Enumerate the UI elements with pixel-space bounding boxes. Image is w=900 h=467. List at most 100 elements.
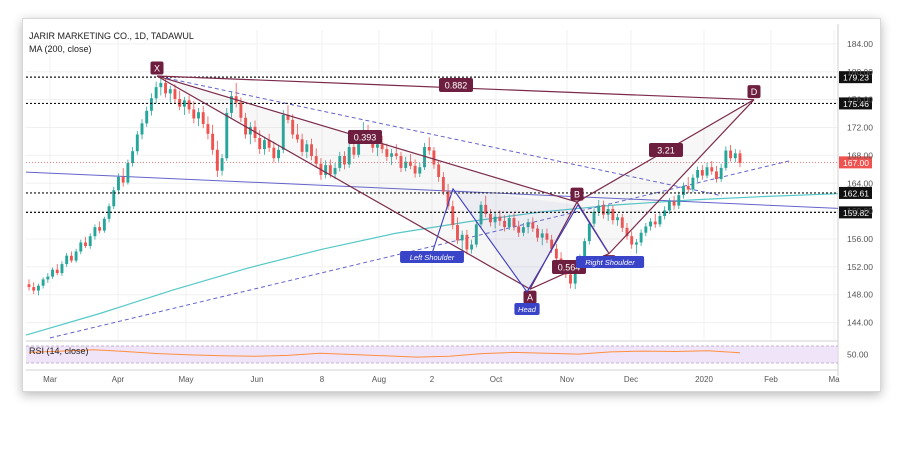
candle xyxy=(295,124,299,143)
candle xyxy=(291,114,295,139)
candle-body xyxy=(474,224,478,245)
candle xyxy=(46,273,50,283)
candle-body xyxy=(597,205,601,212)
candle-body xyxy=(432,150,436,165)
candle-body xyxy=(36,285,40,291)
candle-body xyxy=(456,225,459,241)
candle-body xyxy=(220,158,224,171)
candle-body xyxy=(569,274,572,284)
current-price-text: 167.00 xyxy=(843,158,869,168)
candle-body xyxy=(644,226,648,233)
candle-body xyxy=(423,147,426,168)
candle-body xyxy=(324,165,328,175)
candle-body xyxy=(602,205,605,215)
level-tag xyxy=(839,71,872,84)
candle xyxy=(32,282,36,295)
x-tick-label: Ma xyxy=(828,375,840,384)
candle xyxy=(672,195,676,210)
candle-body xyxy=(131,151,135,164)
candle xyxy=(620,213,624,233)
candle-body xyxy=(724,150,728,168)
x-tick-label: Feb xyxy=(764,375,778,384)
candle-body xyxy=(418,167,422,174)
candle-body xyxy=(719,167,723,180)
trendline-dashed-support xyxy=(49,159,793,339)
candle xyxy=(611,205,615,225)
candle xyxy=(380,135,384,154)
candle-body xyxy=(46,276,50,280)
candle-body xyxy=(715,171,718,180)
candle xyxy=(187,95,191,114)
candle-body xyxy=(385,149,389,157)
chart-legend: JARIR MARKETING CO., 1D, TADAWUL MA (200… xyxy=(29,30,194,56)
candle-body xyxy=(258,137,262,150)
candle-body xyxy=(121,176,125,183)
candle xyxy=(677,191,681,210)
candle xyxy=(658,212,662,228)
candle xyxy=(93,224,97,240)
pattern-point-label: B xyxy=(574,190,580,200)
hs-label-text: Head xyxy=(518,305,537,314)
candle-body xyxy=(733,153,737,159)
candle-body xyxy=(705,167,709,176)
candle xyxy=(724,146,728,171)
y-tick-label: 168.00 xyxy=(847,150,873,160)
rsi-line xyxy=(28,349,741,358)
candle xyxy=(248,121,252,145)
hs-label-box xyxy=(400,251,464,263)
candle-body xyxy=(286,114,290,120)
candle xyxy=(682,182,685,199)
ratio-label-text: 0.882 xyxy=(445,81,468,91)
candle-body xyxy=(357,135,361,155)
pattern-point-marker xyxy=(150,61,164,75)
candle xyxy=(192,101,196,124)
candle-body xyxy=(587,223,591,242)
candle-body xyxy=(215,149,219,171)
ratio-label-text: 0.564 xyxy=(558,263,581,273)
candle-body xyxy=(310,144,313,157)
candle xyxy=(512,213,516,231)
candle-body xyxy=(488,213,492,223)
candle xyxy=(154,81,158,104)
head-shoulders-outline xyxy=(431,187,608,293)
candle-body xyxy=(117,176,120,191)
candle-body xyxy=(187,100,191,110)
candle xyxy=(493,213,497,229)
candle xyxy=(653,213,657,228)
candle xyxy=(602,200,605,219)
candle-body xyxy=(352,147,356,155)
candle-body xyxy=(328,165,332,175)
candle-body xyxy=(625,227,629,237)
candle xyxy=(479,201,483,228)
candle xyxy=(719,163,723,182)
candle-body xyxy=(672,201,676,206)
candle-body xyxy=(620,217,624,228)
head-shoulders-pattern: Left Shoulder Head Right Shoulder xyxy=(400,187,645,315)
candle-body xyxy=(536,228,539,238)
candle-body xyxy=(41,279,45,286)
hs-label-text: Left Shoulder xyxy=(410,253,455,262)
candle-body xyxy=(281,114,285,150)
candle xyxy=(531,217,535,233)
head-shoulders-fill xyxy=(453,188,578,292)
candle xyxy=(517,220,521,237)
candle xyxy=(625,222,629,240)
hs-label-text: Right Shoulder xyxy=(585,258,635,267)
candle-body xyxy=(291,119,295,135)
pattern-point-marker xyxy=(570,187,584,201)
candle-body xyxy=(173,89,177,99)
ratio-label-text: 0.393 xyxy=(354,133,377,143)
candle-body xyxy=(437,164,441,177)
candle xyxy=(98,221,102,234)
candle-body xyxy=(74,251,78,261)
candle-body xyxy=(375,144,379,148)
candle-body xyxy=(225,112,229,159)
candle-body xyxy=(201,112,205,125)
candle xyxy=(733,149,737,163)
candle xyxy=(630,231,634,249)
x-tick-label: Mar xyxy=(43,375,57,384)
candle-body xyxy=(140,123,144,135)
candle-body xyxy=(102,218,106,231)
candle xyxy=(126,159,130,185)
